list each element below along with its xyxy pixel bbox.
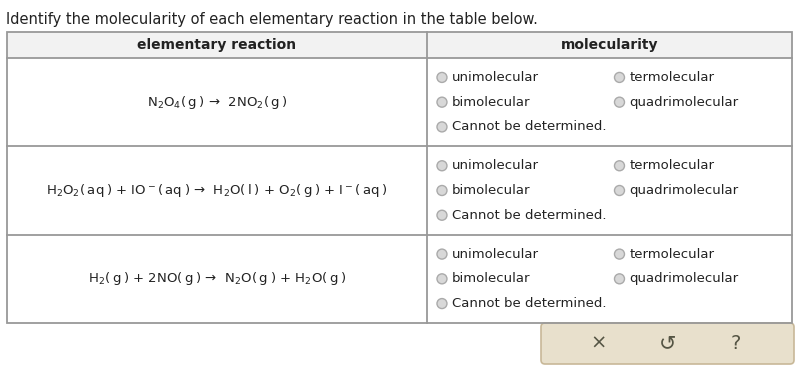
Text: termolecular: termolecular: [630, 71, 714, 84]
Circle shape: [437, 73, 447, 83]
Circle shape: [437, 274, 447, 284]
Circle shape: [614, 274, 625, 284]
Text: Cannot be determined.: Cannot be determined.: [452, 297, 606, 310]
Circle shape: [614, 161, 625, 171]
Text: bimolecular: bimolecular: [452, 272, 530, 285]
Text: Cannot be determined.: Cannot be determined.: [452, 209, 606, 222]
FancyBboxPatch shape: [541, 323, 794, 364]
Circle shape: [614, 73, 625, 83]
Text: quadrimolecular: quadrimolecular: [630, 96, 739, 109]
Circle shape: [437, 122, 447, 132]
Text: unimolecular: unimolecular: [452, 248, 539, 260]
Text: bimolecular: bimolecular: [452, 184, 530, 197]
Circle shape: [437, 161, 447, 171]
Bar: [7, 32, 792, 323]
Text: quadrimolecular: quadrimolecular: [630, 184, 739, 197]
Text: elementary reaction: elementary reaction: [138, 38, 296, 52]
Circle shape: [614, 97, 625, 107]
Text: termolecular: termolecular: [630, 159, 714, 172]
Text: Identify the molecularity of each elementary reaction in the table below.: Identify the molecularity of each elemen…: [6, 12, 538, 27]
Circle shape: [437, 299, 447, 309]
Text: Cannot be determined.: Cannot be determined.: [452, 120, 606, 134]
Text: ↺: ↺: [658, 333, 676, 353]
Text: N$_2$O$_4$( g ) →  2NO$_2$( g ): N$_2$O$_4$( g ) → 2NO$_2$( g ): [147, 94, 288, 111]
Text: quadrimolecular: quadrimolecular: [630, 272, 739, 285]
Text: molecularity: molecularity: [561, 38, 658, 52]
Bar: [7, 32, 792, 58]
Circle shape: [437, 185, 447, 195]
Text: bimolecular: bimolecular: [452, 96, 530, 109]
Circle shape: [614, 249, 625, 259]
Text: H$_2$( g ) + 2NO( g ) →  N$_2$O( g ) + H$_2$O( g ): H$_2$( g ) + 2NO( g ) → N$_2$O( g ) + H$…: [88, 270, 346, 287]
Text: ?: ?: [731, 334, 741, 353]
Text: ×: ×: [590, 334, 607, 353]
Text: unimolecular: unimolecular: [452, 71, 539, 84]
Text: unimolecular: unimolecular: [452, 159, 539, 172]
Bar: [7, 32, 792, 323]
Text: H$_2$O$_2$( aq ) + IO$^-$( aq ) →  H$_2$O( l ) + O$_2$( g ) + I$^-$( aq ): H$_2$O$_2$( aq ) + IO$^-$( aq ) → H$_2$O…: [46, 182, 388, 199]
Circle shape: [614, 185, 625, 195]
Circle shape: [437, 97, 447, 107]
Text: termolecular: termolecular: [630, 248, 714, 260]
Circle shape: [437, 210, 447, 220]
Circle shape: [437, 249, 447, 259]
